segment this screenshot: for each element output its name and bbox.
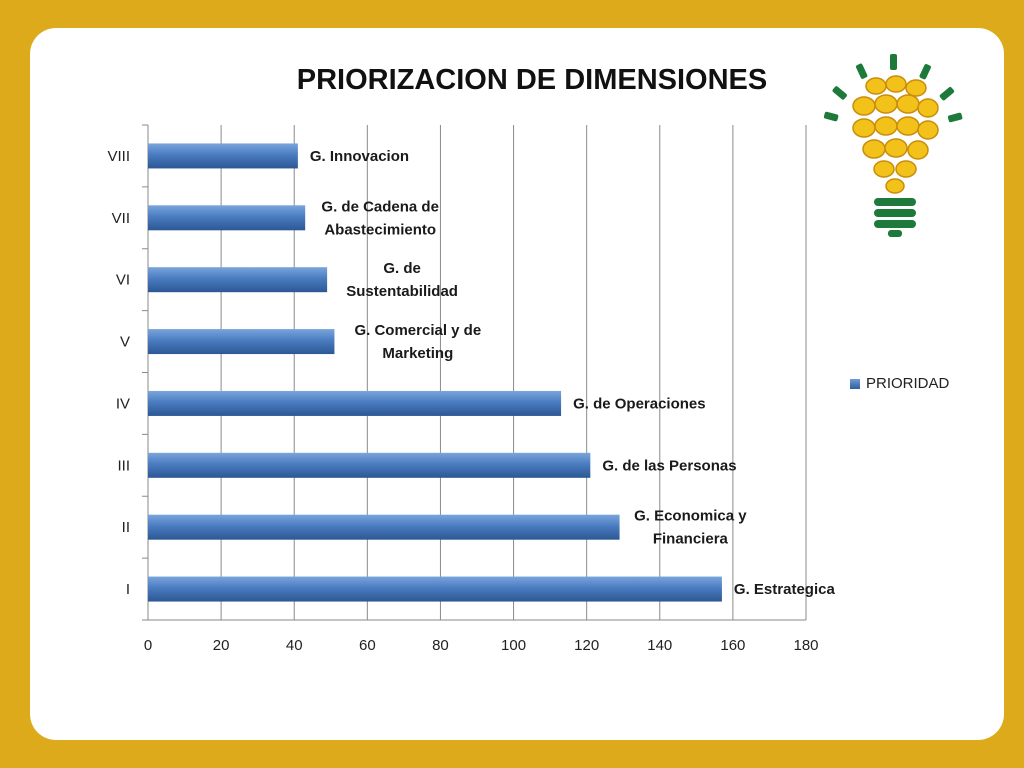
x-tick-label: 160 xyxy=(720,637,745,654)
data-label: G. de xyxy=(383,260,421,277)
data-label: G. de Cadena de xyxy=(321,198,439,215)
bar xyxy=(148,452,591,478)
chart-legend: PRIORIDAD xyxy=(850,375,949,392)
x-tick-label: 120 xyxy=(574,637,599,654)
bar xyxy=(148,514,620,540)
x-tick-label: 180 xyxy=(793,637,818,654)
data-label: G. Comercial y de xyxy=(354,322,481,339)
y-tick-label: II xyxy=(122,519,130,536)
y-tick-label: I xyxy=(126,581,130,598)
legend-swatch xyxy=(850,378,860,389)
chart-title: PRIORIZACION DE DIMENSIONES xyxy=(296,64,768,96)
y-tick-label: III xyxy=(117,457,130,474)
data-label: Financiera xyxy=(653,531,729,548)
bar xyxy=(148,576,722,602)
y-tick-label: V xyxy=(120,334,130,351)
bar xyxy=(148,329,335,355)
y-tick-label: IV xyxy=(116,395,130,412)
data-label: Abastecimiento xyxy=(324,221,436,238)
x-tick-label: 0 xyxy=(144,637,152,654)
corn-lightbulb-icon xyxy=(824,54,963,237)
x-tick-label: 60 xyxy=(359,637,376,654)
x-tick-label: 20 xyxy=(213,637,230,654)
bar xyxy=(148,205,306,231)
data-label: Marketing xyxy=(382,345,453,362)
bar xyxy=(148,390,562,416)
bar xyxy=(148,267,328,293)
data-label: G. de Operaciones xyxy=(573,395,706,412)
x-tick-label: 40 xyxy=(286,637,303,654)
x-tick-label: 140 xyxy=(647,637,672,654)
data-label: G. Estrategica xyxy=(734,581,836,598)
data-label: G. Innovacion xyxy=(310,148,409,165)
data-label: G. de las Personas xyxy=(602,457,736,474)
y-tick-label: VII xyxy=(112,210,130,227)
x-tick-label: 80 xyxy=(432,637,449,654)
x-tick-label: 100 xyxy=(501,637,526,654)
legend-label: PRIORIDAD xyxy=(866,375,950,392)
data-label: Sustentabilidad xyxy=(346,283,458,300)
y-tick-label: VI xyxy=(116,272,130,289)
bar xyxy=(148,143,298,169)
data-label: G. Economica y xyxy=(634,508,747,525)
y-tick-label: VIII xyxy=(107,148,130,165)
